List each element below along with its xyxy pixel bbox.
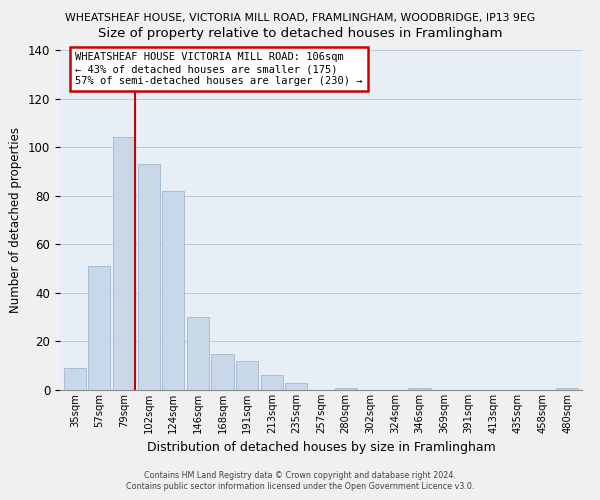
Bar	[162, 191, 184, 390]
Text: WHEATSHEAF HOUSE, VICTORIA MILL ROAD, FRAMLINGHAM, WOODBRIDGE, IP13 9EG: WHEATSHEAF HOUSE, VICTORIA MILL ROAD, FR…	[65, 12, 535, 22]
Bar	[64, 368, 86, 390]
Text: Contains public sector information licensed under the Open Government Licence v3: Contains public sector information licen…	[126, 482, 474, 491]
Bar	[285, 382, 307, 390]
Bar	[335, 388, 357, 390]
Bar	[236, 361, 258, 390]
Text: Contains HM Land Registry data © Crown copyright and database right 2024.: Contains HM Land Registry data © Crown c…	[144, 471, 456, 480]
Bar	[187, 317, 209, 390]
Bar	[88, 266, 110, 390]
Bar	[260, 376, 283, 390]
Text: Size of property relative to detached houses in Framlingham: Size of property relative to detached ho…	[98, 28, 502, 40]
Y-axis label: Number of detached properties: Number of detached properties	[10, 127, 22, 313]
X-axis label: Distribution of detached houses by size in Framlingham: Distribution of detached houses by size …	[146, 442, 496, 454]
Bar	[137, 164, 160, 390]
Bar	[409, 388, 431, 390]
Bar	[556, 388, 578, 390]
Bar	[211, 354, 233, 390]
Bar	[113, 138, 135, 390]
Text: WHEATSHEAF HOUSE VICTORIA MILL ROAD: 106sqm
← 43% of detached houses are smaller: WHEATSHEAF HOUSE VICTORIA MILL ROAD: 106…	[75, 52, 362, 86]
